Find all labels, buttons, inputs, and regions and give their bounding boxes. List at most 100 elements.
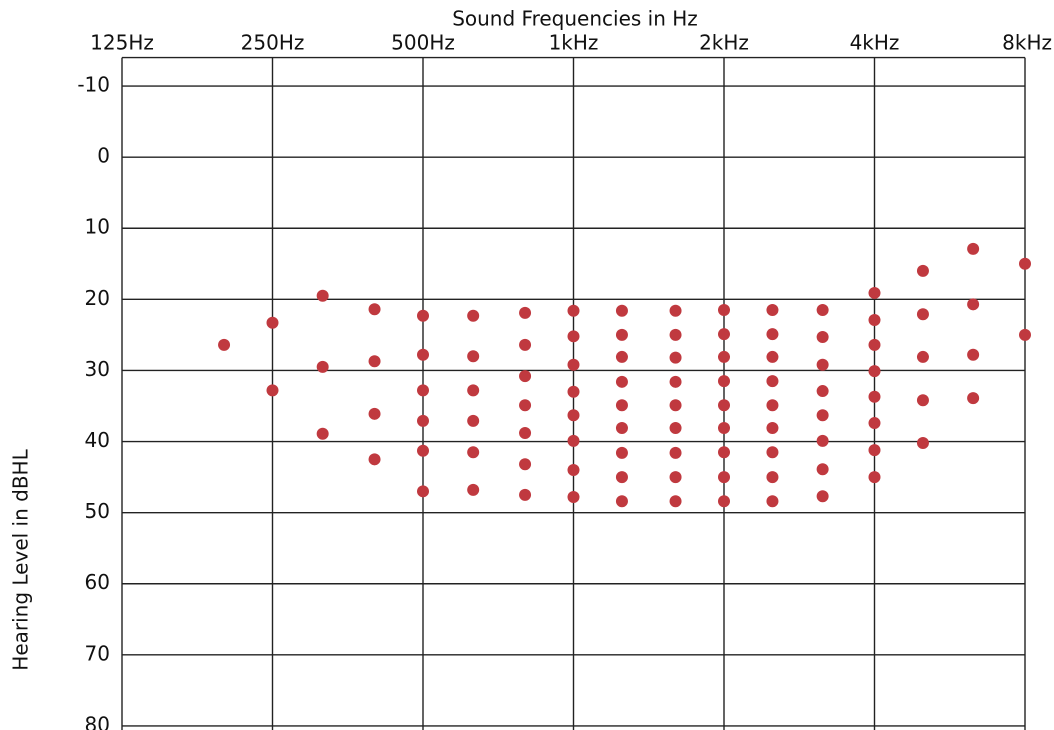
data-point — [316, 289, 329, 302]
data-point — [567, 385, 580, 398]
data-point — [816, 304, 829, 317]
data-point — [615, 350, 628, 363]
data-point — [218, 338, 231, 351]
data-point — [567, 491, 580, 504]
data-point — [417, 384, 429, 397]
data-point — [718, 304, 730, 317]
data-point — [567, 330, 580, 343]
x-tick-label: 500Hz — [391, 31, 455, 55]
data-point — [615, 422, 628, 435]
data-point — [868, 313, 881, 326]
data-point — [316, 427, 329, 440]
y-tick-label: 20 — [85, 286, 110, 310]
y-tick-label: 50 — [85, 499, 110, 523]
data-point — [669, 446, 682, 459]
data-point — [766, 422, 779, 435]
data-point — [669, 495, 682, 508]
data-point — [316, 360, 329, 373]
data-point — [868, 417, 881, 430]
data-point — [266, 316, 279, 329]
x-tick-label: 1kHz — [549, 31, 599, 55]
data-point — [519, 338, 532, 351]
data-point — [567, 409, 580, 422]
data-point — [368, 355, 381, 368]
data-point — [669, 471, 682, 484]
data-point — [816, 409, 829, 422]
data-point — [467, 483, 480, 496]
data-point — [967, 348, 980, 361]
y-tick-label: 10 — [85, 215, 110, 239]
data-point — [718, 375, 730, 388]
data-point — [519, 427, 532, 440]
data-point — [368, 453, 381, 466]
data-point — [615, 399, 628, 412]
data-point — [615, 495, 628, 508]
data-point — [519, 306, 532, 319]
data-point — [519, 488, 532, 501]
data-point — [766, 350, 779, 363]
data-point — [967, 392, 980, 405]
data-point — [417, 414, 429, 427]
data-point — [816, 385, 829, 398]
data-point — [669, 399, 682, 412]
data-point — [417, 485, 429, 498]
data-point — [718, 495, 730, 508]
data-point — [1019, 257, 1031, 270]
x-tick-label: 250Hz — [241, 31, 305, 55]
y-tick-label: 30 — [85, 357, 110, 381]
data-point — [718, 446, 730, 459]
x-tick-label: 2kHz — [699, 31, 749, 55]
data-point — [467, 384, 480, 397]
data-point — [519, 458, 532, 471]
x-tick-label: 4kHz — [850, 31, 900, 55]
data-point — [615, 375, 628, 388]
data-point — [868, 286, 881, 299]
data-point — [417, 444, 429, 457]
data-point — [718, 328, 730, 341]
data-point — [868, 471, 881, 484]
data-point — [669, 375, 682, 388]
data-point — [868, 338, 881, 351]
data-point — [669, 351, 682, 364]
data-point — [816, 358, 829, 371]
data-point — [368, 407, 381, 420]
data-point — [567, 463, 580, 476]
data-point — [967, 242, 980, 255]
data-point — [417, 348, 429, 361]
y-tick-label: 40 — [85, 428, 110, 452]
data-point — [669, 422, 682, 435]
data-point — [868, 365, 881, 378]
data-point — [816, 490, 829, 503]
data-point — [718, 399, 730, 412]
data-point — [766, 446, 779, 459]
data-point — [816, 434, 829, 447]
chart-title: Sound Frequencies in Hz — [452, 7, 698, 31]
data-point — [868, 444, 881, 457]
data-point — [868, 390, 881, 403]
data-point — [368, 303, 381, 316]
data-point — [669, 328, 682, 341]
data-point — [766, 328, 779, 341]
data-point — [916, 264, 929, 277]
data-point — [766, 495, 779, 508]
data-point — [718, 350, 730, 363]
data-point — [718, 422, 730, 435]
data-point — [967, 298, 980, 311]
data-point — [567, 434, 580, 447]
data-point — [467, 414, 480, 427]
data-point — [615, 328, 628, 341]
y-tick-label: 0 — [97, 144, 110, 168]
data-point — [766, 375, 779, 388]
data-point — [816, 331, 829, 344]
data-point — [615, 304, 628, 317]
x-tick-label: 8kHz — [1002, 31, 1052, 55]
data-point — [916, 436, 929, 449]
data-point — [417, 309, 429, 322]
data-point — [766, 304, 779, 317]
data-point — [1019, 328, 1031, 341]
data-point — [266, 384, 279, 397]
y-axis-label: Hearing Level in dBHL — [9, 448, 33, 670]
data-point — [916, 350, 929, 363]
